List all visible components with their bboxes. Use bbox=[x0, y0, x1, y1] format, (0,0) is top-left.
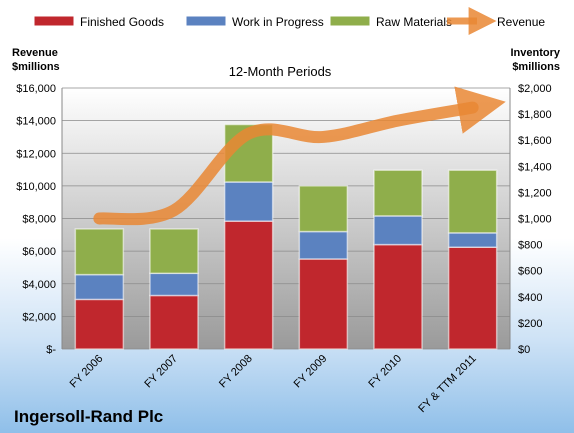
left-tick-label: $12,000 bbox=[16, 148, 56, 160]
legend-label-raw-materials: Raw Materials bbox=[376, 15, 452, 29]
bar-work-in-progress bbox=[298, 230, 349, 260]
left-tick-label: $16,000 bbox=[16, 83, 56, 95]
x-tick-label: FY 2010 bbox=[366, 353, 404, 391]
bar-raw-materials bbox=[373, 169, 423, 217]
legend-label-finished-goods: Finished Goods bbox=[80, 15, 164, 29]
right-tick-label: $1,200 bbox=[518, 187, 552, 199]
left-axis-label-line2: $millions bbox=[12, 61, 60, 73]
right-tick-label: $600 bbox=[518, 266, 542, 278]
left-tick-label: $2,000 bbox=[22, 311, 56, 323]
bar-work-in-progress bbox=[74, 273, 125, 301]
right-tick-label: $0 bbox=[518, 344, 530, 356]
legend-swatch-work-in-progress bbox=[185, 15, 227, 27]
x-tick-label: FY 2006 bbox=[68, 353, 106, 391]
legend-swatch-raw-materials bbox=[329, 15, 371, 27]
chart-title: Ingersoll-Rand Plc bbox=[14, 407, 163, 426]
left-axis-label-line1: Revenue bbox=[12, 47, 58, 59]
right-tick-label: $2,000 bbox=[518, 83, 552, 95]
left-tick-label: $8,000 bbox=[22, 214, 56, 226]
legend-swatch-finished-goods bbox=[33, 15, 75, 27]
right-tick-label: $1,400 bbox=[518, 161, 552, 173]
bar-finished-goods bbox=[223, 220, 274, 350]
bar-work-in-progress bbox=[223, 181, 274, 222]
x-tick-label: FY 2009 bbox=[292, 353, 330, 391]
bar-work-in-progress bbox=[373, 215, 423, 246]
bar-work-in-progress bbox=[447, 232, 498, 248]
x-tick-label: FY 2008 bbox=[217, 353, 255, 391]
bar-layer bbox=[74, 123, 498, 350]
left-tick-label: $4,000 bbox=[22, 279, 56, 291]
legend-label-revenue: Revenue bbox=[497, 15, 545, 29]
right-tick-label: $1,800 bbox=[518, 109, 552, 121]
right-axis-label-line1: Inventory bbox=[510, 47, 560, 59]
right-tick-label: $1,000 bbox=[518, 214, 552, 226]
bar-raw-materials bbox=[149, 228, 199, 275]
left-tick-label: $- bbox=[46, 344, 56, 356]
right-tick-label: $200 bbox=[518, 318, 542, 330]
left-tick-label: $6,000 bbox=[22, 246, 56, 258]
bar-finished-goods bbox=[298, 258, 349, 350]
right-tick-label: $800 bbox=[518, 240, 542, 252]
bar-raw-materials bbox=[298, 185, 349, 233]
gridlines bbox=[62, 87, 510, 350]
bar-finished-goods bbox=[149, 294, 199, 350]
revenue-line-layer bbox=[93, 86, 506, 226]
legend: Finished Goods Work in Progress Raw Materi… bbox=[33, 7, 545, 35]
bar-raw-materials bbox=[447, 169, 498, 234]
x-axis: FY 2006 FY 2007 FY 2008 FY 2009 FY 2010 FY & … bbox=[68, 353, 479, 416]
bar-raw-materials bbox=[74, 228, 125, 276]
left-axis: $- $2,000 $4,000 $6,000 $8,000 $10,000 $12,000… bbox=[16, 83, 63, 356]
right-tick-label: $400 bbox=[518, 292, 542, 304]
x-tick-label: FY & TTM 2011 bbox=[416, 353, 479, 416]
legend-label-work-in-progress: Work in Progress bbox=[232, 15, 324, 29]
x-tick-label: FY 2007 bbox=[142, 353, 180, 391]
right-axis-label-line2: $millions bbox=[512, 61, 560, 73]
bar-work-in-progress bbox=[149, 272, 199, 297]
left-tick-label: $14,000 bbox=[16, 116, 56, 128]
bar-finished-goods bbox=[74, 298, 125, 350]
chart-subtitle: 12-Month Periods bbox=[229, 64, 332, 79]
right-tick-label: $1,600 bbox=[518, 135, 552, 147]
bar-finished-goods bbox=[447, 246, 498, 350]
right-axis: $0 $200 $400 $600 $800 $1,000 $1,200 $1,400 $1,6… bbox=[509, 83, 552, 356]
revenue-line bbox=[93, 86, 506, 226]
left-tick-label: $10,000 bbox=[16, 181, 56, 193]
bar-finished-goods bbox=[373, 243, 423, 350]
